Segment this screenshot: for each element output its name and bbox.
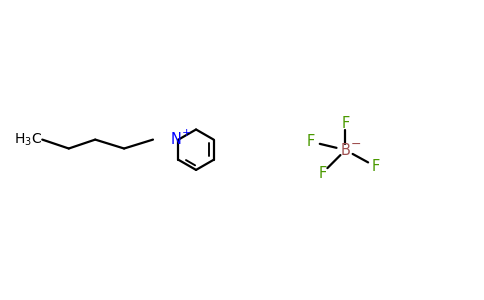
Text: F: F <box>371 159 379 174</box>
Text: F: F <box>307 134 315 149</box>
Text: B: B <box>341 142 350 158</box>
Text: H$_3$C: H$_3$C <box>14 131 42 148</box>
Text: N: N <box>170 131 181 146</box>
Text: +: + <box>182 128 191 138</box>
Text: F: F <box>318 166 327 181</box>
Text: F: F <box>341 116 349 131</box>
Text: −: − <box>351 138 361 151</box>
